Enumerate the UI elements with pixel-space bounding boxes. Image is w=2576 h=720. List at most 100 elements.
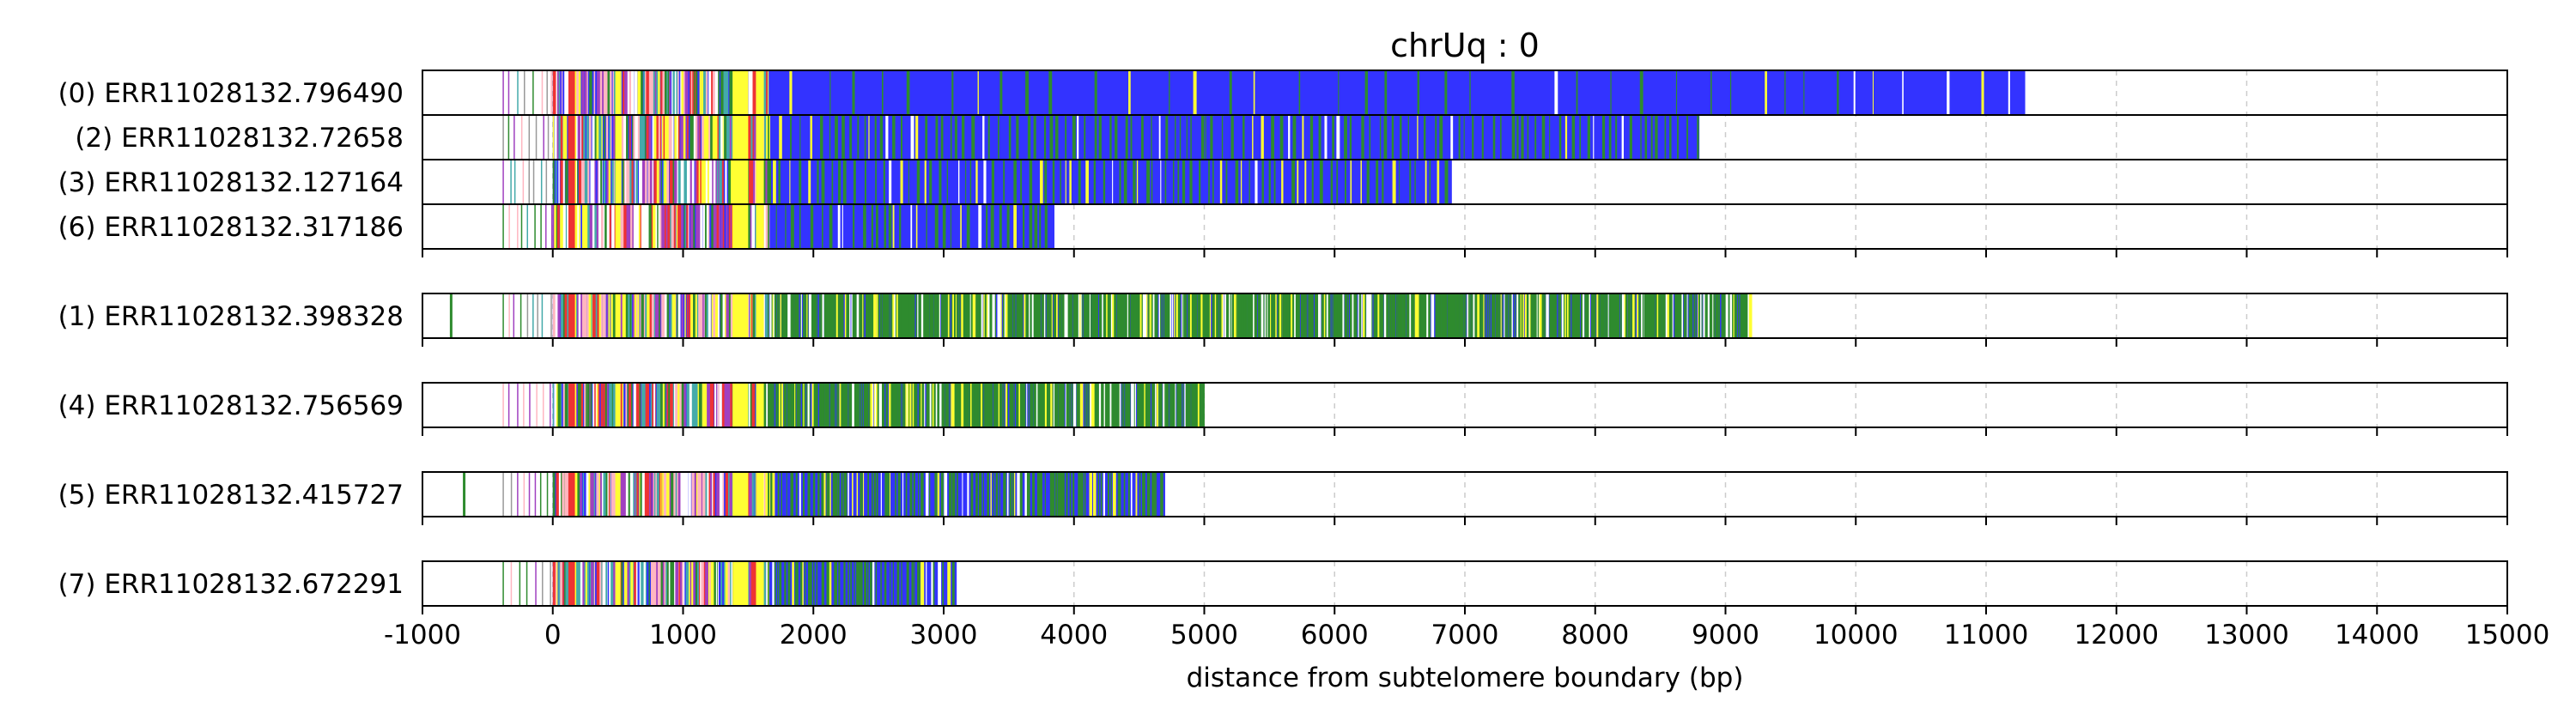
repeat-segment xyxy=(714,70,719,115)
repeat-segment xyxy=(1710,70,1712,115)
repeat-segment xyxy=(731,115,733,160)
repeat-segment xyxy=(1309,115,1314,160)
repeat-segment xyxy=(622,160,626,204)
repeat-segment xyxy=(1107,293,1110,338)
repeat-segment xyxy=(720,204,723,249)
repeat-segment xyxy=(1356,293,1358,338)
repeat-segment xyxy=(727,561,731,606)
yellow-block xyxy=(732,160,749,204)
repeat-segment xyxy=(987,472,990,517)
repeat-segment xyxy=(1750,293,1753,338)
repeat-segment xyxy=(1019,383,1024,427)
repeat-segment xyxy=(995,472,999,517)
repeat-segment xyxy=(696,70,698,115)
repeat-segment xyxy=(1273,160,1276,204)
repeat-segment xyxy=(606,383,609,427)
repeat-segment xyxy=(807,472,811,517)
repeat-segment xyxy=(1166,383,1169,427)
repeat-segment xyxy=(1043,293,1046,338)
repeat-segment xyxy=(1352,293,1354,338)
repeat-segment xyxy=(963,293,967,338)
repeat-segment xyxy=(871,293,875,338)
repeat-segment xyxy=(1067,293,1070,338)
repeat-segment xyxy=(774,293,776,338)
repeat-segment xyxy=(1414,293,1419,338)
repeat-segment xyxy=(1319,160,1323,204)
repeat-segment xyxy=(1659,293,1662,338)
repeat-segment xyxy=(1024,383,1026,427)
repeat-segment xyxy=(928,383,931,427)
repeat-segment xyxy=(1164,293,1167,338)
repeat-segment xyxy=(819,115,823,160)
repeat-segment xyxy=(1155,383,1157,427)
repeat-segment xyxy=(913,472,915,517)
repeat-segment xyxy=(603,472,609,517)
repeat-segment xyxy=(1115,383,1117,427)
repeat-segment xyxy=(1119,160,1121,204)
repeat-segment xyxy=(1379,115,1382,160)
repeat-segment xyxy=(1208,293,1211,338)
repeat-segment xyxy=(1510,293,1512,338)
repeat-segment xyxy=(935,115,939,160)
repeat-segment xyxy=(1312,293,1314,338)
repeat-segment xyxy=(1500,293,1502,338)
repeat-segment xyxy=(1318,293,1321,338)
repeat-segment xyxy=(709,472,713,517)
read-row: (5) ERR11028132.415727 xyxy=(58,472,1165,517)
repeat-segment xyxy=(1182,160,1186,204)
repeat-segment xyxy=(1279,115,1284,160)
repeat-segment xyxy=(1017,472,1020,517)
repeat-segment xyxy=(956,293,958,338)
repeat-segment xyxy=(792,561,794,606)
read-label: (0) ERR11028132.796490 xyxy=(58,78,404,109)
repeat-segment xyxy=(654,70,657,115)
repeat-segment xyxy=(1016,383,1018,427)
repeat-segment xyxy=(653,115,658,160)
repeat-segment xyxy=(684,70,689,115)
repeat-segment xyxy=(897,293,901,338)
repeat-segment xyxy=(560,561,562,606)
repeat-segment xyxy=(1006,472,1009,517)
repeat-segment xyxy=(562,115,567,160)
repeat-segment xyxy=(1570,293,1571,338)
repeat-segment xyxy=(630,561,634,606)
repeat-segment xyxy=(884,472,888,517)
repeat-segment xyxy=(1518,293,1521,338)
repeat-segment xyxy=(690,115,695,160)
repeat-segment xyxy=(1388,293,1392,338)
repeat-segment xyxy=(899,383,902,427)
repeat-segment xyxy=(826,383,829,427)
repeat-segment xyxy=(575,160,578,204)
repeat-segment xyxy=(625,293,629,338)
repeat-segment xyxy=(698,383,702,427)
x-tick-label: 6000 xyxy=(1301,620,1369,650)
repeat-segment xyxy=(1044,204,1048,249)
repeat-segment xyxy=(623,561,629,606)
repeat-segment xyxy=(1643,293,1647,338)
repeat-segment xyxy=(1577,293,1581,338)
repeat-segment xyxy=(777,472,780,517)
repeat-segment xyxy=(1580,293,1583,338)
repeat-segment xyxy=(643,561,646,606)
repeat-segment xyxy=(1668,293,1672,338)
repeat-segment xyxy=(837,204,841,249)
repeat-segment xyxy=(831,383,834,427)
repeat-segment xyxy=(912,293,915,338)
repeat-segment xyxy=(1516,293,1520,338)
repeat-segment xyxy=(1194,293,1197,338)
repeat-segment xyxy=(593,561,596,606)
repeat-segment xyxy=(702,472,708,517)
repeat-segment xyxy=(1600,293,1604,338)
repeat-segment xyxy=(1007,293,1011,338)
repeat-segment xyxy=(1321,293,1323,338)
repeat-segment xyxy=(1165,115,1169,160)
repeat-segment xyxy=(1492,293,1494,338)
repeat-segment xyxy=(565,204,568,249)
repeat-segment xyxy=(677,115,680,160)
repeat-segment xyxy=(958,293,961,338)
repeat-segment xyxy=(952,293,955,338)
repeat-segment xyxy=(1492,115,1496,160)
repeat-segment xyxy=(854,561,855,606)
repeat-segment xyxy=(924,160,927,204)
repeat-segment xyxy=(1208,160,1210,204)
